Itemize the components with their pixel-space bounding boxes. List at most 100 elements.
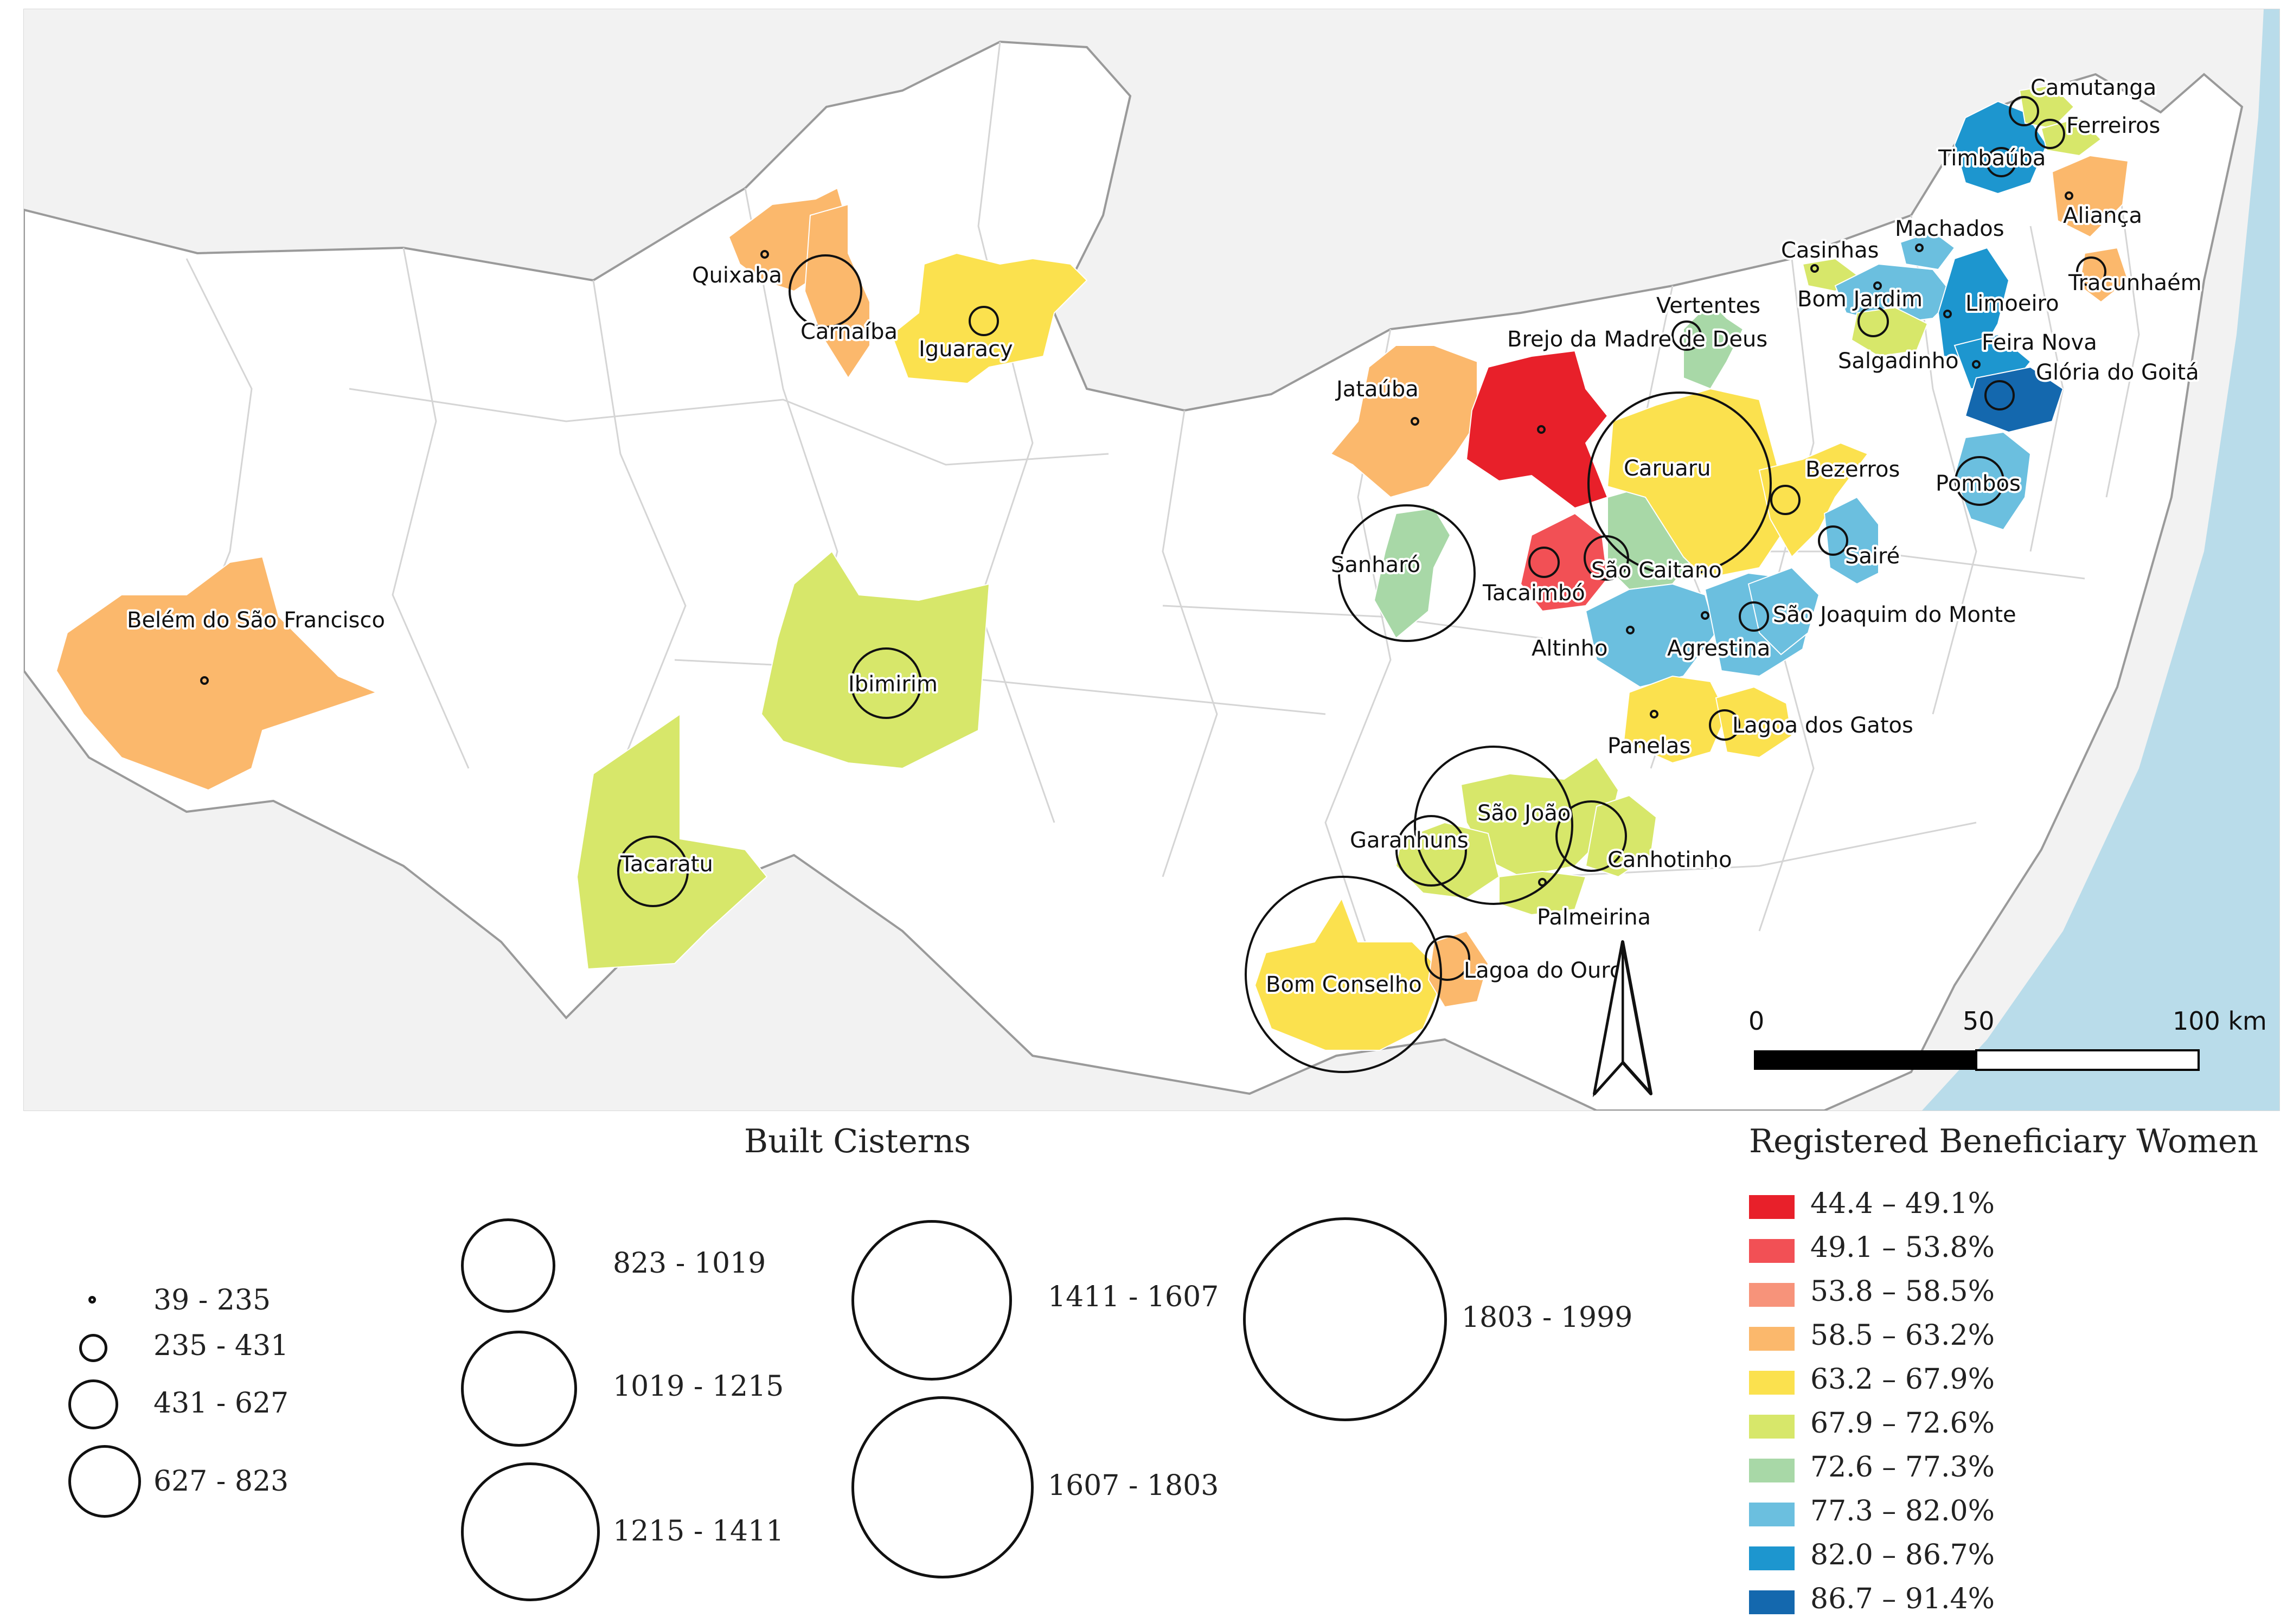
- legend-size-6: [461, 1331, 577, 1447]
- legend-size-9: [851, 1396, 1034, 1578]
- label-caruaru: Caruaru: [1624, 456, 1711, 481]
- cistern-circles: [200, 96, 2106, 1073]
- label-tracunhaem: Tracunhaém: [2068, 271, 2202, 296]
- label-gloria-do-goita: Glória do Goitá: [2036, 360, 2199, 385]
- label-sanharo: Sanharó: [1331, 553, 1420, 577]
- label-limoeiro: Limoeiro: [1965, 291, 2059, 316]
- label-vertentes: Vertentes: [1656, 293, 1760, 318]
- legend-women-class-6: 67.9 – 72.6%: [1810, 1407, 1995, 1440]
- circle-sao-joaquim: [1739, 601, 1769, 632]
- map-panel: Camutanga Ferreiros Timbaúba Aliança Mac…: [23, 9, 2280, 1111]
- scale-label-0: 0: [1748, 1006, 1764, 1036]
- label-bom-conselho: Bom Conselho: [1266, 972, 1422, 997]
- region-bom-conselho: [1254, 897, 1446, 1051]
- label-agrestina: Agrestina: [1667, 636, 1770, 661]
- label-brejo: Brejo da Madre de Deus: [1507, 327, 1767, 352]
- circle-lagoa-dos-gatos: [1709, 709, 1740, 741]
- label-feira-nova: Feira Nova: [1982, 330, 2097, 355]
- legend-swatch-1: [1749, 1195, 1795, 1219]
- label-sao-joao: São João: [1477, 801, 1571, 826]
- circle-caruaru: [1587, 391, 1772, 576]
- circle-salgadinho: [1857, 306, 1889, 337]
- circle-palmeirina: [1538, 878, 1547, 887]
- legend-swatch-10: [1749, 1590, 1795, 1614]
- legend-women-class-1: 44.4 – 49.1%: [1810, 1187, 1995, 1220]
- legend-women-class-8: 77.3 – 82.0%: [1810, 1495, 1995, 1527]
- region-sanharo: [1373, 507, 1451, 639]
- circle-pombos: [1955, 456, 2004, 506]
- women-legend-title: Registered Beneficiary Women: [1749, 1122, 2259, 1160]
- region-jatauba: [1330, 345, 1478, 498]
- legend-swatch-3: [1749, 1283, 1795, 1307]
- label-timbauba: Timbaúba: [1938, 146, 2046, 171]
- label-salgadinho: Salgadinho: [1838, 349, 1959, 374]
- circle-canhotinho: [1555, 800, 1627, 872]
- circle-ferreiros: [2035, 119, 2065, 149]
- legend-cistern-class-1: 39 - 235: [153, 1284, 271, 1317]
- legend-women-class-2: 49.1 – 53.8%: [1810, 1231, 1995, 1264]
- circle-tacaimbo: [1528, 547, 1560, 578]
- circle-bom-jardim: [1873, 281, 1882, 290]
- legend-cistern-class-4: 627 - 823: [153, 1465, 289, 1498]
- legend-size-8: [851, 1220, 1012, 1381]
- circle-lagoa-do-ouro: [1425, 935, 1470, 981]
- circle-feira-nova: [1972, 360, 1981, 369]
- legend-cistern-class-8: 1411 - 1607: [1048, 1281, 1219, 1313]
- label-bezerros: Bezerros: [1805, 457, 1900, 482]
- legend-women-class-4: 58.5 – 63.2%: [1810, 1319, 1995, 1352]
- legend-size-1: [88, 1296, 96, 1304]
- circle-bom-conselho: [1245, 876, 1442, 1073]
- label-saire: Sairé: [1845, 544, 1900, 569]
- choropleth-regions: [55, 84, 2129, 1051]
- legend-women-class-5: 63.2 – 67.9%: [1810, 1363, 1995, 1396]
- circle-camutanga: [2009, 96, 2039, 126]
- region-camutanga: [2019, 84, 2075, 130]
- cisterns-legend-title: Built Cisterns: [744, 1122, 971, 1160]
- region-saire: [1823, 496, 1879, 585]
- circle-tracunhaem: [2076, 256, 2106, 287]
- region-caruaru: [1606, 388, 1793, 580]
- label-palmeirina: Palmeirina: [1537, 905, 1651, 930]
- sea: [1922, 9, 2279, 1111]
- legend-swatch-2: [1749, 1239, 1795, 1263]
- region-gloria-do-goita: [1964, 366, 2064, 433]
- legend-cistern-class-6: 1019 - 1215: [613, 1370, 784, 1403]
- legend-cistern-class-10: 1803 - 1999: [1462, 1301, 1633, 1334]
- legend-cistern-class-3: 431 - 627: [153, 1387, 289, 1420]
- legend-cistern-class-2: 235 - 431: [153, 1330, 289, 1362]
- label-lagoa-do-ouro: Lagoa do Ouro: [1464, 958, 1623, 983]
- region-salgadinho: [1850, 306, 1929, 357]
- legend-women-class-9: 82.0 – 86.7%: [1810, 1539, 1995, 1571]
- region-pombos: [1953, 431, 2032, 531]
- circle-garanhuns: [1395, 815, 1467, 887]
- circle-alianca: [2065, 191, 2073, 200]
- scale-label-100: 100 km: [2173, 1006, 2267, 1036]
- legend-women-class-3: 53.8 – 58.5%: [1810, 1275, 1995, 1308]
- legend-swatch-6: [1749, 1415, 1795, 1439]
- legend-swatch-9: [1749, 1546, 1795, 1570]
- legend-women-class-7: 72.6 – 77.3%: [1810, 1451, 1995, 1484]
- place-labels: Camutanga Ferreiros Timbaúba Aliança Mac…: [125, 73, 2204, 999]
- region-tacaimbo: [1520, 512, 1609, 612]
- legend-swatch-7: [1749, 1459, 1795, 1482]
- legend-cistern-class-7: 1215 - 1411: [613, 1515, 784, 1548]
- legend-size-5: [461, 1218, 555, 1313]
- north-arrow-icon: [1592, 940, 1652, 1097]
- label-garanhuns: Garanhuns: [1350, 828, 1469, 853]
- circle-altinho: [1626, 626, 1635, 634]
- circle-quixaba: [760, 250, 769, 259]
- region-panelas: [1623, 675, 1728, 764]
- label-quixaba: Quixaba: [692, 263, 782, 288]
- circle-casinhas: [1810, 264, 1819, 273]
- circle-limoeiro: [1943, 310, 1952, 318]
- circle-sao-joao: [1414, 746, 1573, 905]
- region-vertentes: [1683, 301, 1744, 390]
- label-belem: Belém do São Francisco: [127, 608, 385, 633]
- legend-size-4: [68, 1445, 141, 1518]
- region-lagoa-do-ouro: [1427, 930, 1489, 1008]
- region-bezerros: [1758, 442, 1869, 558]
- label-alianca: Aliança: [2063, 203, 2142, 228]
- label-ferreiros: Ferreiros: [2066, 113, 2160, 138]
- legend-size-7: [461, 1462, 600, 1601]
- legend-size-2: [79, 1334, 107, 1362]
